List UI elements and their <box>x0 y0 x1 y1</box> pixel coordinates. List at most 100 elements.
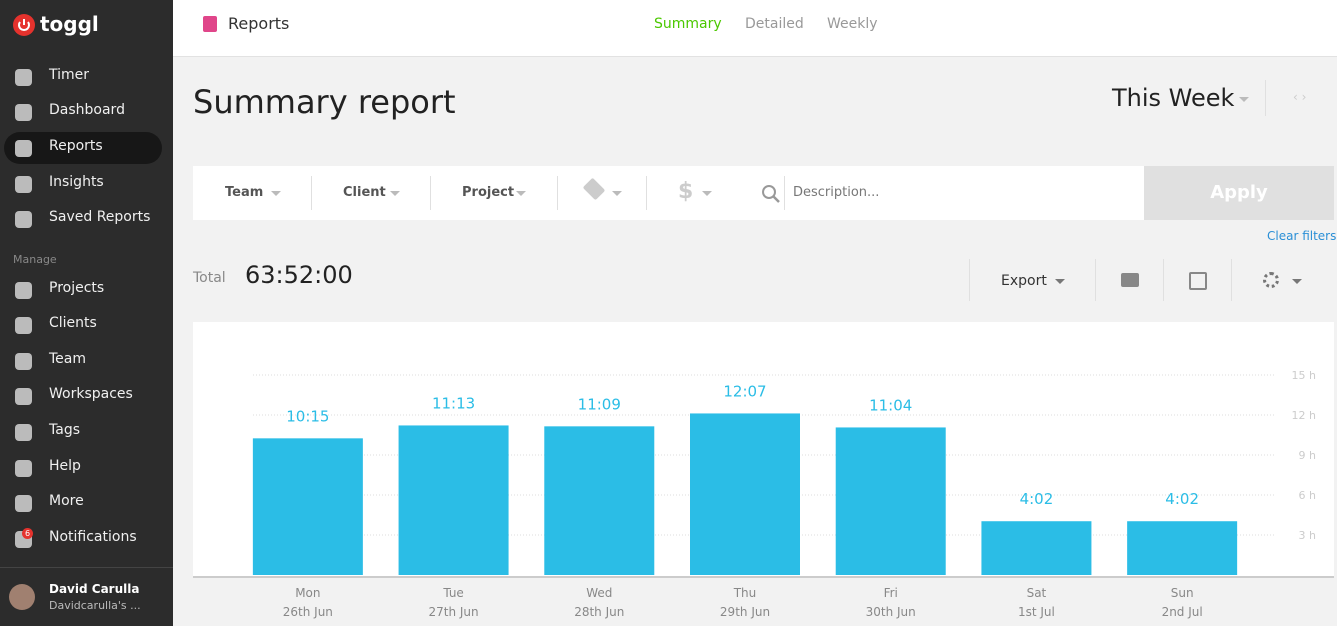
x-tick-date: 28th Jun <box>574 605 624 619</box>
y-tick-label: 9 h <box>1299 449 1316 462</box>
period-select[interactable]: This Week <box>1112 84 1235 112</box>
nav-item[interactable]: Dashboard <box>49 102 125 118</box>
value-label: 12:07 <box>723 382 766 400</box>
filter-dropdown[interactable]: Project <box>462 185 515 200</box>
clear-filters[interactable]: Clear filters <box>1267 229 1337 243</box>
bar <box>398 425 509 575</box>
search-input[interactable]: Description... <box>793 185 880 200</box>
x-tick-date: 26th Jun <box>283 605 333 619</box>
caret <box>516 191 526 196</box>
y-tick-label: 3 h <box>1299 529 1316 542</box>
nav-item[interactable]: Insights <box>49 174 104 190</box>
page-title: Summary report <box>193 83 456 121</box>
x-tick-label: Sat <box>1027 586 1047 600</box>
value-label: 11:04 <box>869 396 912 414</box>
x-tick-label: Fri <box>884 586 898 600</box>
x-tick-date: 1st Jul <box>1018 605 1055 619</box>
bar <box>252 438 363 575</box>
section-title: Reports <box>228 14 290 33</box>
divider <box>969 259 970 301</box>
divider <box>646 176 647 210</box>
nav-item[interactable]: Timer <box>49 67 90 83</box>
workspace-name[interactable]: Davidcarulla's ... <box>49 599 141 612</box>
x-tick-date: 30th Jun <box>866 605 916 619</box>
divider <box>0 567 173 568</box>
tab[interactable]: Detailed <box>745 16 804 32</box>
divider <box>430 176 431 210</box>
reports-icon <box>203 16 217 32</box>
settings-button[interactable] <box>1263 272 1279 288</box>
filter-bar: $ Description... Team Client Project <box>193 166 1144 220</box>
x-tick-label: Wed <box>586 586 612 600</box>
x-tick-date: 2nd Jul <box>1162 605 1203 619</box>
user-name[interactable]: David Carulla <box>49 582 140 596</box>
divider <box>784 176 785 210</box>
filter-dropdown[interactable]: Client <box>343 185 386 200</box>
divider <box>1095 259 1096 301</box>
bar <box>690 413 800 575</box>
caret <box>1239 97 1249 102</box>
section-heading: Manage <box>13 253 57 266</box>
nav-item[interactable]: Help <box>49 458 81 474</box>
logo-icon <box>13 14 35 36</box>
nav-item[interactable]: Clients <box>49 315 97 331</box>
nav-icon <box>15 69 32 86</box>
avatar[interactable] <box>9 584 35 610</box>
nav-item[interactable]: Team <box>49 351 87 367</box>
nav-item[interactable]: Workspaces <box>49 386 133 402</box>
caret <box>271 191 281 196</box>
billable-filter[interactable]: $ <box>678 179 694 204</box>
x-tick-label: Tue <box>442 586 464 600</box>
y-tick-label: 6 h <box>1299 489 1316 502</box>
nav-item[interactable]: Notifications <box>49 529 137 545</box>
x-tick-date: 29th Jun <box>720 605 770 619</box>
value-label: 11:09 <box>578 395 621 413</box>
divider <box>1163 259 1164 301</box>
caret <box>1055 279 1065 284</box>
y-tick-label: 12 h <box>1292 409 1316 422</box>
bar <box>1127 521 1238 575</box>
nav-icon <box>15 282 32 299</box>
notification-badge: 6 <box>22 528 33 539</box>
nav-icon <box>15 424 32 441</box>
header: Reports Summary Detailed Weekly <box>173 0 1337 57</box>
divider <box>557 176 558 210</box>
search-icon <box>762 185 780 203</box>
prev-next[interactable]: ‹ › <box>1293 90 1307 104</box>
nav-icon <box>15 317 32 334</box>
value-label: 11:13 <box>432 394 475 412</box>
nav-icon <box>15 353 32 370</box>
bar <box>981 521 1092 575</box>
nav-icon <box>15 211 32 228</box>
save-button[interactable] <box>1189 272 1207 290</box>
nav-item[interactable]: Tags <box>49 422 80 438</box>
caret <box>390 191 400 196</box>
sidebar: toggl Manage David Carulla Davidcarulla'… <box>0 0 173 626</box>
export-button[interactable]: Export <box>1001 273 1047 289</box>
filter-dropdown[interactable]: Team <box>225 185 264 200</box>
print-button[interactable] <box>1121 273 1139 287</box>
y-tick-label: 15 h <box>1292 369 1316 382</box>
nav-icon <box>15 104 32 121</box>
caret <box>612 191 622 196</box>
value-label: 4:02 <box>1020 490 1054 508</box>
apply-button[interactable]: Apply <box>1144 166 1334 220</box>
logo[interactable]: toggl <box>40 12 99 36</box>
x-tick-label: Mon <box>295 586 320 600</box>
divider <box>1265 80 1266 116</box>
tab[interactable]: Summary <box>654 16 722 32</box>
nav-item[interactable]: More <box>49 493 84 509</box>
caret <box>1292 279 1302 284</box>
nav-item[interactable]: Saved Reports <box>49 209 151 225</box>
value-label: 4:02 <box>1165 490 1199 508</box>
nav-item[interactable]: Reports <box>49 138 103 154</box>
tab[interactable]: Weekly <box>827 16 878 32</box>
total-value: 63:52:00 <box>245 261 353 289</box>
total-label: Total <box>193 270 226 286</box>
nav-item[interactable]: Projects <box>49 280 105 296</box>
x-tick-date: 27th Jun <box>428 605 478 619</box>
bar <box>835 427 946 575</box>
value-label: 10:15 <box>286 407 329 425</box>
